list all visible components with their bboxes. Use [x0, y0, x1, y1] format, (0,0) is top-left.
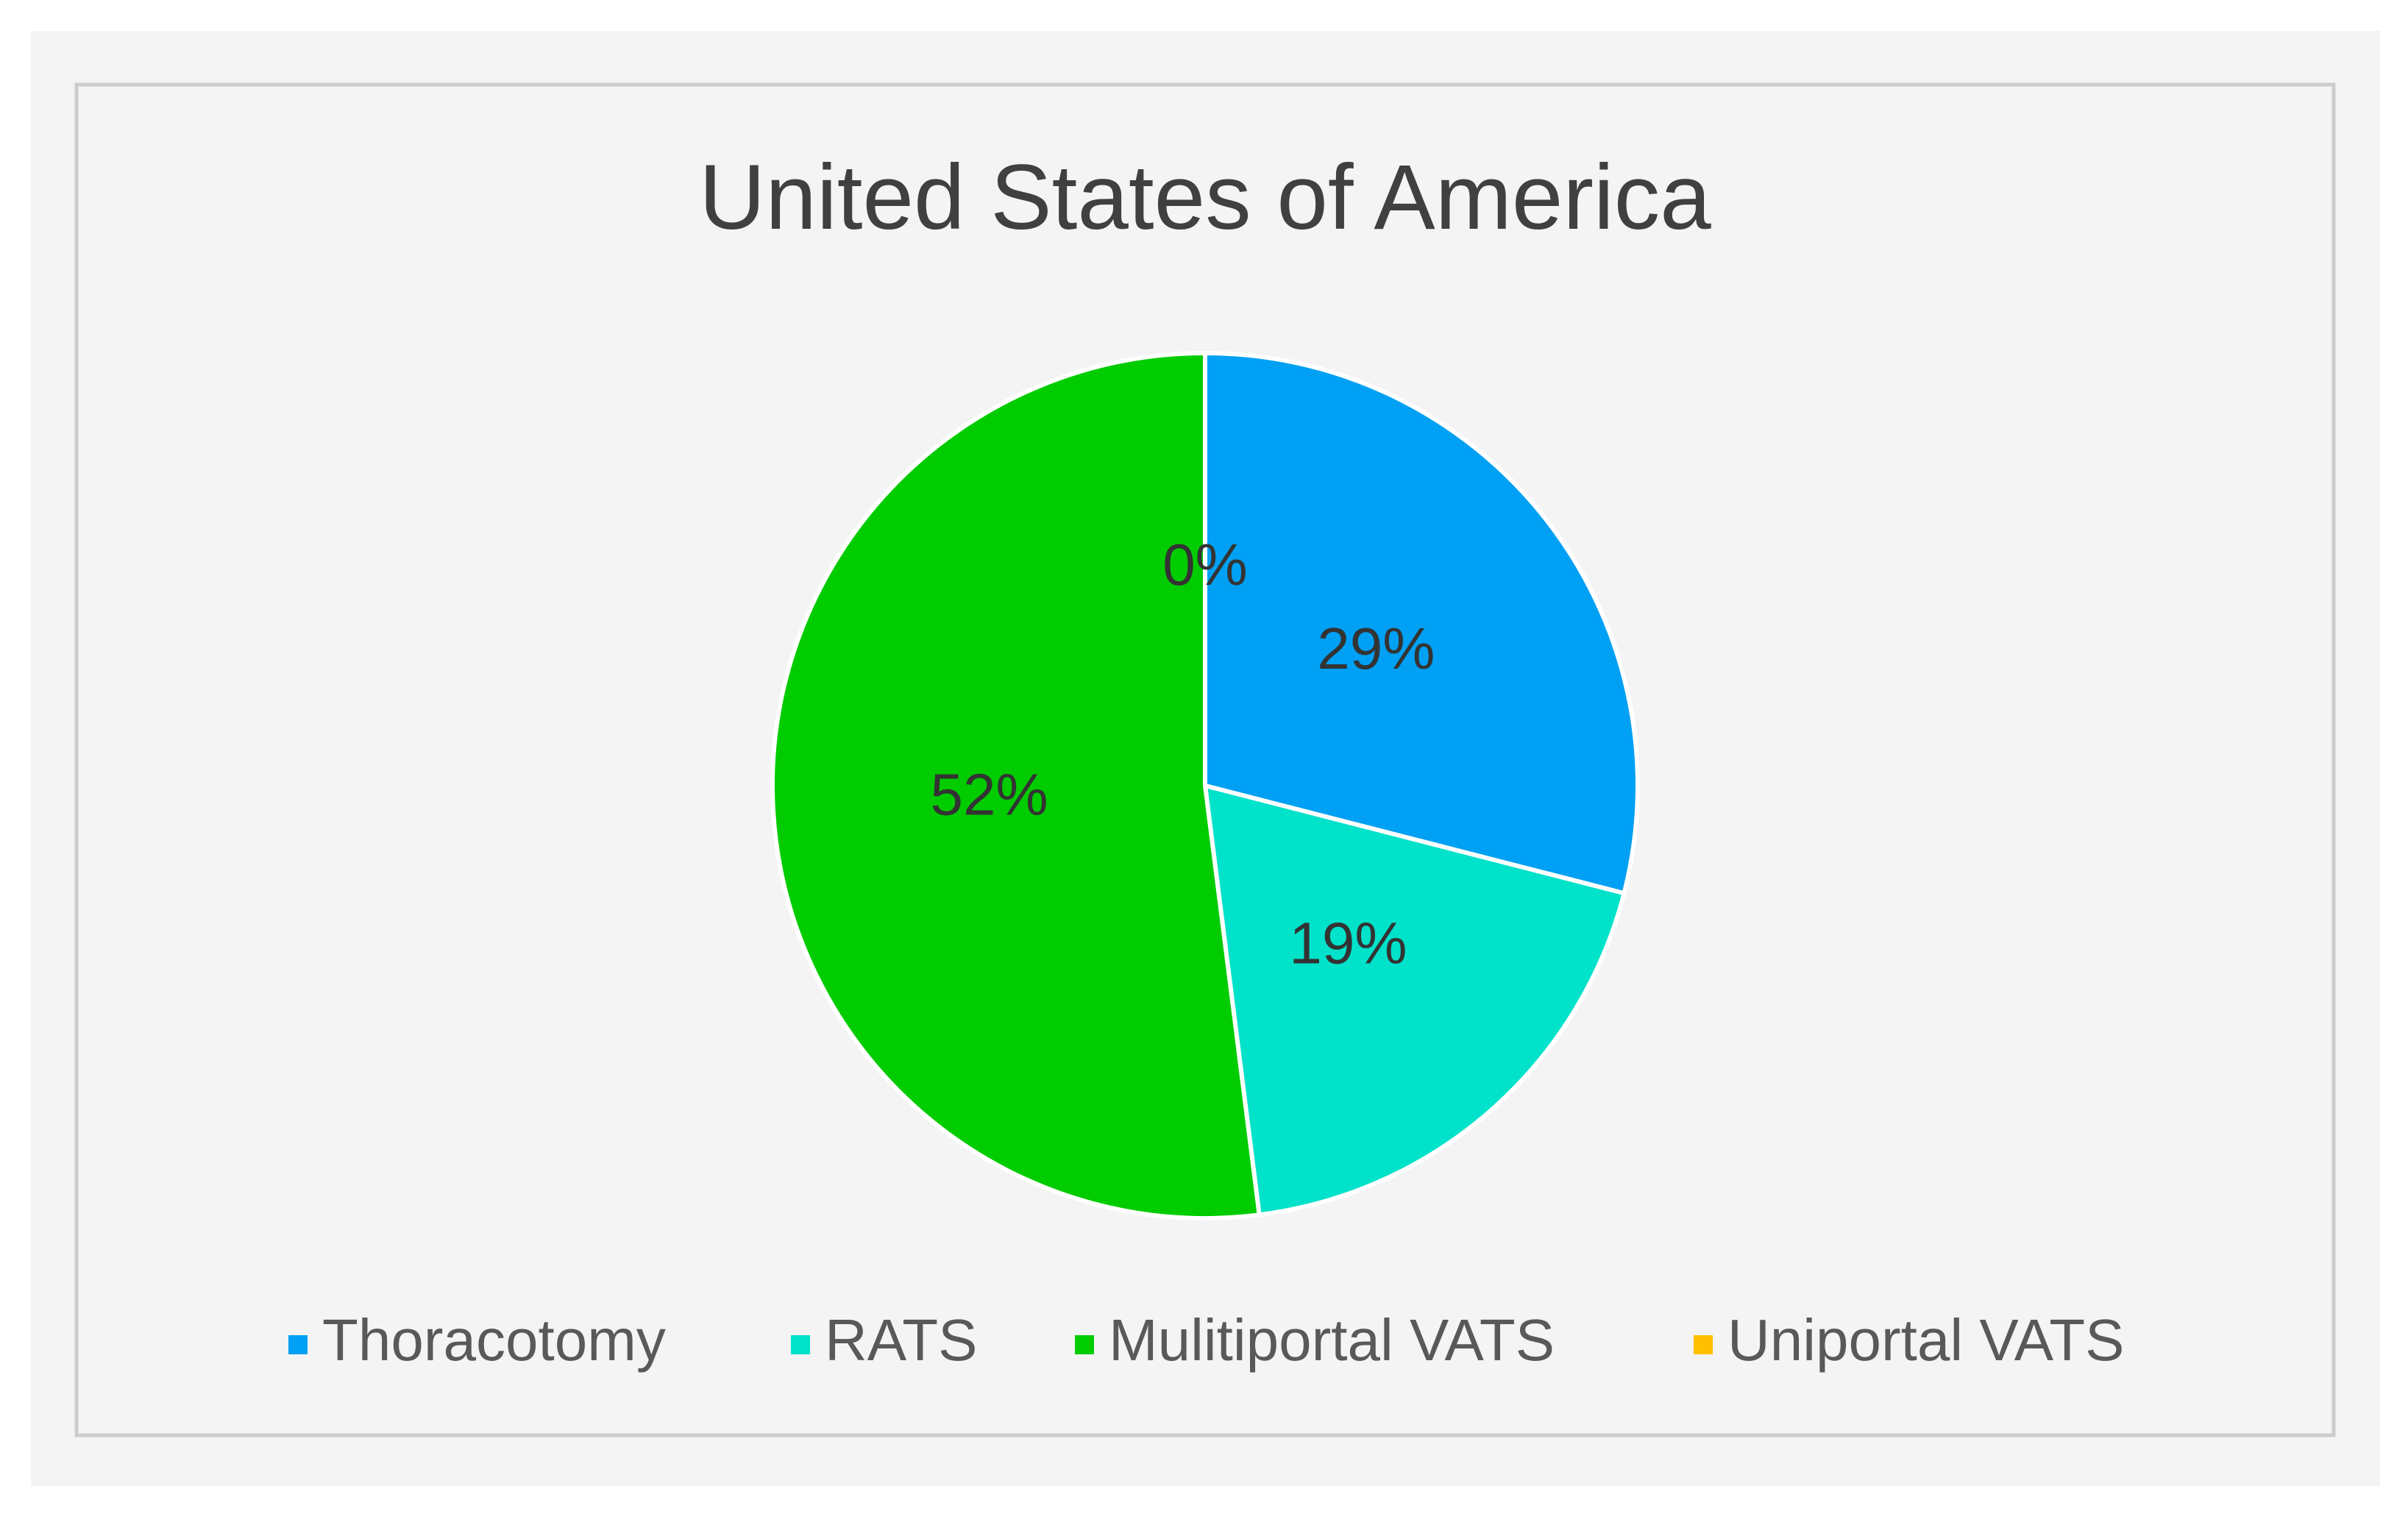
legend-label: Mulitiportal VATS: [1109, 1307, 1555, 1373]
legend-label: Thoracotomy: [322, 1307, 666, 1373]
legend-swatch: [1694, 1335, 1713, 1354]
data-label: 0%: [1162, 532, 1248, 597]
chart-title: United States of America: [699, 146, 1711, 249]
pie-slice: [770, 350, 1262, 1220]
legend-swatch: [288, 1335, 308, 1354]
data-label: 19%: [1289, 911, 1407, 976]
data-label: 29%: [1317, 616, 1435, 681]
pie-slice: [1202, 782, 1627, 1217]
legend-swatch: [791, 1335, 810, 1354]
legend-label: Uniportal VATS: [1727, 1307, 2124, 1373]
pie-slice: [1203, 350, 1640, 896]
legend-label: RATS: [825, 1307, 977, 1373]
legend-swatch: [1075, 1335, 1094, 1354]
data-label: 52%: [931, 762, 1048, 828]
